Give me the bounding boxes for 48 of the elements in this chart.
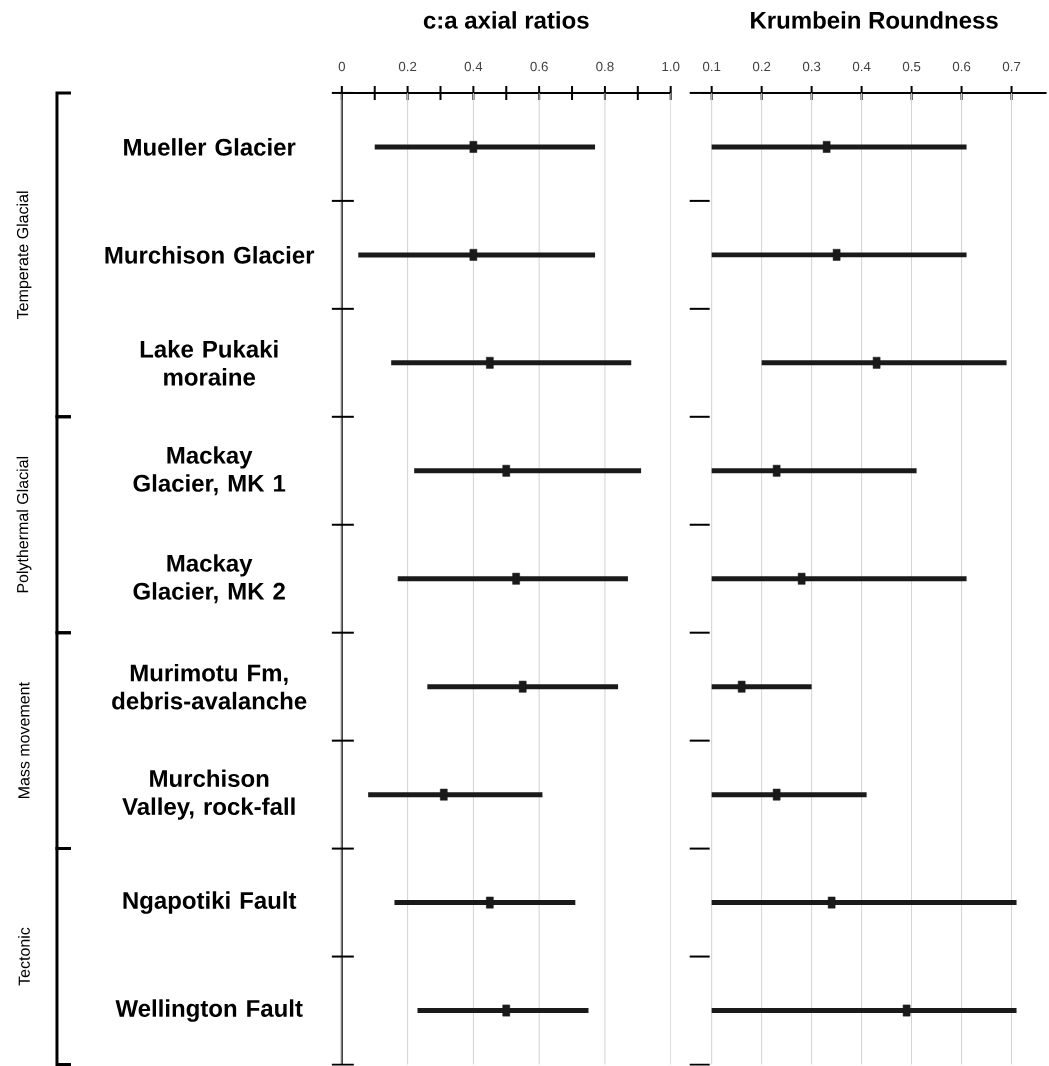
y-tick-label: Mackay Glacier, MK 2 <box>133 554 286 604</box>
x-tick-label: 0.4 <box>464 61 483 72</box>
x-tick-label: 0.5 <box>903 61 921 72</box>
x-tick-label: 0 <box>338 61 346 72</box>
text: Mass movement <box>18 682 30 798</box>
x-tick-label: 0.7 <box>1003 61 1021 72</box>
bar <box>711 468 917 474</box>
x-tick-label: 1.0 <box>662 61 680 72</box>
bar <box>368 792 543 798</box>
point <box>469 141 478 153</box>
x-tick-label: 0.6 <box>953 61 971 72</box>
bar <box>711 1008 1017 1014</box>
bar <box>711 792 867 798</box>
bar <box>711 684 812 690</box>
y-tick-label: Murchison Valley, rock-fall <box>122 769 295 820</box>
bar <box>358 252 596 258</box>
y-tick-label: Mueller Glacier <box>124 138 296 156</box>
y-tick-label: Murimotu Fm, debris-avalanche <box>112 663 307 710</box>
y-tick-label: Murchison Glacier <box>105 246 315 264</box>
y-tick-label: Ngapotiki Fault <box>123 891 297 914</box>
chart-title: Krumbein Roundness <box>751 11 998 29</box>
x-tick-label: 0.8 <box>596 61 614 72</box>
bar <box>427 684 619 690</box>
y-tick-label: Wellington Fault <box>115 999 303 1022</box>
text: Tectonic <box>18 927 31 986</box>
x-tick-label: 0.3 <box>803 61 821 72</box>
bar <box>417 1008 589 1014</box>
bar <box>414 468 642 474</box>
bar <box>711 900 1017 906</box>
x-tick-label: 0.2 <box>753 61 771 72</box>
point <box>469 249 478 261</box>
y-tick-label: Mackay Glacier, MK 1 <box>133 446 286 496</box>
bar <box>394 900 576 906</box>
x-tick-label: 0.2 <box>399 61 417 72</box>
bar <box>711 576 967 582</box>
bar <box>391 360 632 366</box>
bar <box>397 576 629 582</box>
x-tick-label: 0.4 <box>853 61 871 72</box>
y-tick-label: Lake Pukaki moraine <box>141 340 278 386</box>
text: Temperate Glacial <box>16 191 32 319</box>
x-tick-label: 0.6 <box>530 61 549 72</box>
text: Polythermal Glacial <box>16 456 32 593</box>
bar <box>374 144 596 150</box>
bar <box>761 360 1007 366</box>
x-tick-label: 0.1 <box>703 61 721 72</box>
chart-title: c:a axial ratios <box>424 11 589 29</box>
bar <box>711 144 967 150</box>
bar <box>711 252 967 258</box>
